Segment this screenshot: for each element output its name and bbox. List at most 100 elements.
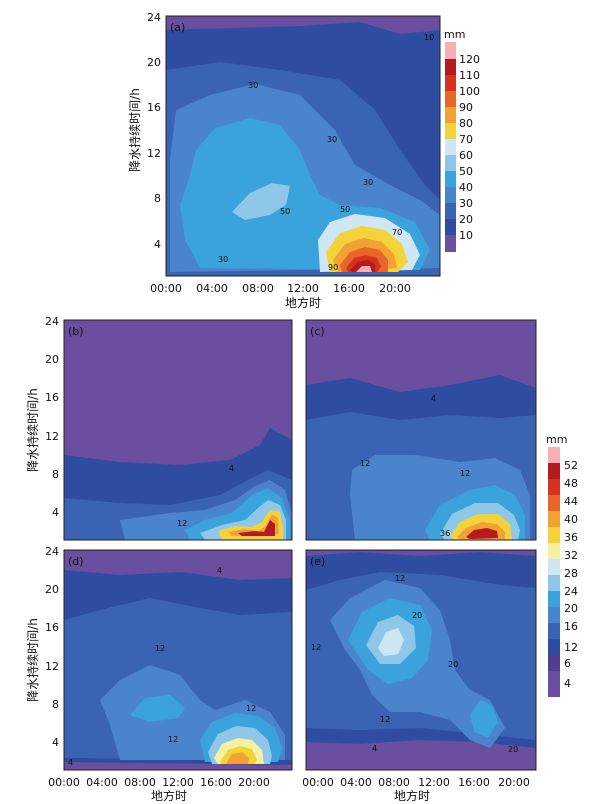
axis-a-y-tick: 16 [147, 101, 161, 114]
colorbar-bottom-swatch [548, 511, 560, 527]
panel-e-tag: (e) [310, 555, 325, 568]
axis-d-y-label: 降水持续时间/h [25, 618, 40, 702]
panel-d-tag: (d) [68, 555, 84, 568]
panel-b-frame [63, 319, 293, 541]
colorbar-top-swatch [445, 203, 456, 219]
colorbar-bottom-swatch [548, 463, 560, 479]
panel-c-contour-label: 4 [431, 394, 436, 403]
colorbar-top-swatch [445, 42, 456, 59]
panel-e-contour-label: 20 [508, 745, 518, 754]
colorbar-bottom-swatch [548, 543, 560, 559]
panel-d-frame [63, 549, 293, 771]
axis-b-y-label: 降水持续时间/h [25, 388, 40, 472]
axis-a-x-tick: 08:00 [242, 282, 274, 295]
axis-e-x-tick: 00:00 [302, 776, 334, 789]
panel-a: 10 30 30 30 50 50 70 90 30 (a) [165, 15, 441, 277]
colorbar-bottom-swatch [548, 639, 560, 655]
axis-d-x-tick: 20:00 [238, 776, 270, 789]
colorbar-top-swatch [445, 235, 456, 252]
axis-d-x-tick: 16:00 [200, 776, 232, 789]
panel-d: 4 4 12 12 12 (d) [63, 549, 293, 771]
colorbar-top-swatch [445, 187, 456, 203]
axis-b-y: 4 8 12 16 20 24 [45, 315, 59, 519]
panel-a-contour-label: 50 [340, 205, 350, 214]
panel-e-contour-label: 20 [412, 611, 422, 620]
panel-e-contour-label: 12 [395, 574, 405, 583]
axis-a-x-tick: 04:00 [196, 282, 228, 295]
colorbar-top-tick: 90 [459, 101, 473, 114]
axis-a-y-tick: 12 [147, 147, 161, 160]
colorbar-top-unit: mm [444, 28, 465, 41]
axis-a-y: 4 8 12 16 20 24 [147, 11, 161, 251]
colorbar-top-swatch [445, 139, 456, 155]
colorbar-bottom-swatch [548, 671, 560, 697]
axis-a-y-tick: 20 [147, 56, 161, 69]
panel-e-band-24 [378, 628, 404, 656]
colorbar-bottom-swatch [548, 655, 560, 671]
panel-e-contour-label: 4 [372, 744, 377, 753]
colorbar-top-tick: 30 [459, 197, 473, 210]
colorbar-bottom-swatch [548, 559, 560, 575]
axis-d-x-tick: 08:00 [124, 776, 156, 789]
axis-d-x-tick: 04:00 [86, 776, 118, 789]
colorbar-top-swatch [445, 219, 456, 235]
axis-e-x-tick: 08:00 [378, 776, 410, 789]
axis-a-x: 00:00 04:00 08:00 12:00 16:00 20:00 [150, 282, 411, 295]
colorbar-top-tick: 10 [459, 229, 473, 242]
colorbar-bottom: mm 4 6 12 16 20 24 28 32 36 40 44 48 52 [546, 433, 578, 697]
axis-a-x-label: 地方时 [285, 295, 321, 310]
colorbar-bottom-swatch [548, 575, 560, 591]
axis-a-y-tick: 8 [154, 192, 161, 205]
colorbar-top-tick: 40 [459, 181, 473, 194]
colorbar-top-swatch [445, 123, 456, 139]
axis-d-y-tick: 16 [45, 621, 59, 634]
colorbar-bottom-unit: mm [546, 433, 567, 446]
axis-d-x-tick: 00:00 [48, 776, 80, 789]
panel-c-field: 4 12 12 36 [306, 320, 536, 540]
panel-b-band-48 [238, 520, 275, 536]
colorbar-top: mm 10 20 30 40 50 60 70 80 90 100 110 12… [444, 28, 480, 252]
axis-a-x-tick: 20:00 [379, 282, 411, 295]
panel-d-field: 4 4 12 12 12 [64, 550, 292, 770]
panel-e-frame [305, 549, 537, 771]
colorbar-top-swatch [445, 171, 456, 187]
panel-a-contour-label: 30 [327, 135, 337, 144]
colorbar-top-tick: 60 [459, 149, 473, 162]
axis-d-x-tick: 12:00 [162, 776, 194, 789]
colorbar-top-swatch [445, 59, 456, 75]
colorbar-bottom-tick: 32 [564, 549, 578, 562]
colorbar-bottom-tick: 36 [564, 531, 578, 544]
panel-b: 4 12 (b) [63, 319, 293, 541]
colorbar-bottom-swatch [548, 479, 560, 495]
axis-d-y-tick: 8 [52, 698, 59, 711]
axis-d-y-tick: 20 [45, 583, 59, 596]
colorbar-bottom-tick: 52 [564, 459, 578, 472]
panel-c-frame [305, 319, 537, 541]
axis-a-y-tick: 4 [154, 238, 161, 251]
axis-a-x-tick: 00:00 [150, 282, 182, 295]
colorbar-bottom-swatch [548, 607, 560, 623]
panel-a-contour-label: 10 [424, 33, 434, 42]
panel-b-tag: (b) [68, 325, 84, 338]
colorbar-bottom-swatch [548, 447, 560, 463]
panel-d-band-36 [226, 752, 249, 764]
axis-b-y-tick: 20 [45, 353, 59, 366]
colorbar-top-swatch [445, 75, 456, 91]
panel-b-contour-label: 4 [229, 464, 234, 473]
panel-d-contour-label: 4 [217, 566, 222, 575]
axis-e-x-tick: 20:00 [498, 776, 530, 789]
panel-e-field: 12 12 20 20 12 4 20 [306, 550, 536, 770]
panel-a-contour-label: 30 [218, 255, 228, 264]
colorbar-top-tick: 120 [459, 53, 480, 66]
axis-a-y-tick: 24 [147, 11, 161, 24]
colorbar-bottom-tick: 48 [564, 477, 578, 490]
panel-a-contour-label: 30 [363, 178, 373, 187]
panel-d-contour-label: 4 [68, 758, 73, 767]
panel-a-contour-label: 30 [248, 81, 258, 90]
axis-e-x-tick: 04:00 [340, 776, 372, 789]
panel-e-contour-label: 20 [448, 660, 458, 669]
axis-a-x-tick: 12:00 [287, 282, 319, 295]
axis-d-y-tick: 24 [45, 545, 59, 558]
panel-c-contour-label: 12 [460, 469, 470, 478]
